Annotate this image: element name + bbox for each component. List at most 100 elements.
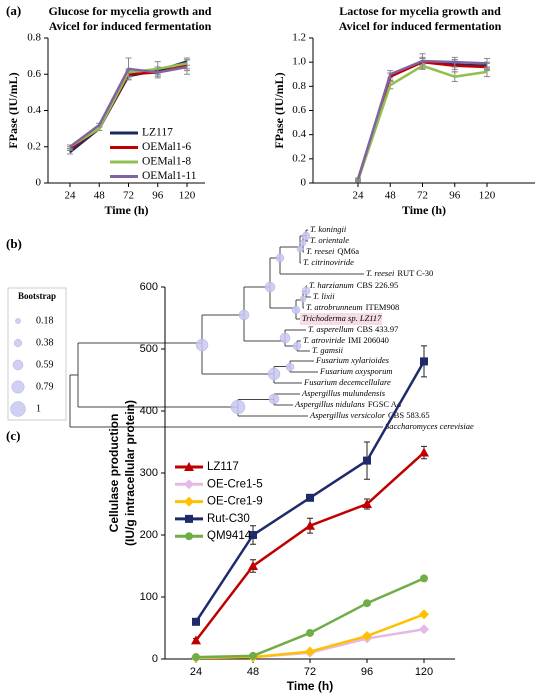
marker — [192, 653, 200, 662]
series-line — [356, 59, 488, 180]
y-tick-label: 0.8 — [292, 80, 306, 92]
y-axis-label: FPase (IU/mL) — [272, 72, 286, 148]
species: T. asperellum — [308, 324, 354, 334]
species: Fusarium xylarioides — [315, 355, 390, 365]
strain: ITEM908 — [366, 302, 400, 312]
leaf-label: T. citrinoviride — [303, 257, 354, 267]
chart-title: Avicel for induced fermentation — [49, 19, 212, 33]
y-tick-label: 0 — [301, 177, 307, 189]
y-tick-label: 100 — [140, 591, 158, 603]
panel-label: (c) — [6, 428, 20, 443]
legend-label: OEMal1-6 — [142, 141, 191, 153]
marker — [185, 532, 193, 541]
x-tick-label: 48 — [385, 190, 397, 202]
species: Saccharomyces cerevisiae — [385, 421, 474, 431]
y-tick-label: 300 — [140, 467, 158, 479]
y-tick-label: 400 — [140, 405, 158, 417]
leaf-label: Saccharomyces cerevisiae — [385, 421, 474, 431]
chart-title: Glucose for mycelia growth and — [49, 4, 212, 18]
chart-title: Avicel for induced fermentation — [339, 19, 502, 33]
bootstrap-size — [13, 338, 23, 348]
leaf-label: T. asperellum CBS 433.97 — [308, 324, 398, 334]
marker — [192, 617, 200, 626]
x-tick-label: 120 — [179, 190, 196, 202]
y-tick-label: 0 — [152, 653, 158, 665]
y-tick-label: 0.2 — [292, 152, 306, 164]
species: T. reesei — [306, 246, 335, 256]
marker — [306, 628, 314, 637]
legend-label: LZ117 — [207, 461, 239, 473]
species: T. koningii — [310, 224, 347, 234]
bootstrap-size — [11, 380, 25, 394]
marker — [420, 357, 428, 366]
x-tick-label: 24 — [353, 190, 365, 202]
series-line — [356, 64, 488, 181]
x-tick-label: 24 — [190, 666, 202, 678]
y-tick-label: 0.8 — [27, 32, 41, 44]
y-tick-label: 1.2 — [292, 32, 306, 44]
species: T. atroviride — [303, 335, 345, 345]
species: Aspergillus mulundensis — [301, 388, 386, 398]
leaf-label: Aspergillus mulundensis — [301, 388, 386, 398]
species: T. citrinoviride — [303, 257, 354, 267]
strain: FGSC A4 — [368, 399, 402, 409]
series-line — [195, 577, 425, 659]
legend-label: OE-Cre1-9 — [207, 496, 263, 508]
leaf-label: T. reesei RUT C-30 — [366, 268, 433, 278]
marker — [305, 646, 315, 657]
chart: 0 100 200 300 400 500 600 24 48 72 96 120 Time (h) Ce… — [107, 281, 455, 693]
x-tick-label: 72 — [304, 666, 316, 678]
x-tick-label: 48 — [94, 190, 106, 202]
x-tick-label: 96 — [361, 666, 373, 678]
bootstrap-label: 0.79 — [36, 381, 54, 392]
species: T. reesei — [366, 268, 395, 278]
marker — [184, 496, 194, 507]
y-axis-label: FPase (IU/mL) — [6, 72, 20, 148]
marker — [185, 514, 193, 523]
marker — [419, 624, 429, 635]
series-line — [69, 65, 188, 148]
y-tick-label: 0.4 — [27, 104, 41, 116]
species: T. lixii — [313, 291, 335, 301]
strain: QM6a — [337, 246, 359, 256]
leaf-label: Trichoderma sp. LZ117 — [302, 313, 382, 323]
legend-label: OEMal1-8 — [142, 156, 191, 168]
bootstrap-label: 0.18 — [36, 315, 54, 326]
leaf-label: T. koningii — [310, 224, 347, 234]
highlight — [300, 313, 382, 325]
bootstrap-size — [15, 318, 21, 324]
bootstrap-label: 0.38 — [36, 337, 54, 348]
marker — [419, 609, 429, 620]
marker — [249, 531, 257, 539]
x-tick-label: 96 — [449, 190, 461, 202]
strain: CBS 583.65 — [388, 410, 430, 420]
species: Aspergillus versicolor — [309, 410, 386, 420]
marker — [362, 631, 372, 642]
legend-label: QM9414 — [207, 530, 252, 542]
y-axis-label: Cellulase production — [107, 414, 121, 533]
marker — [305, 520, 315, 530]
y-tick-label: 600 — [140, 281, 158, 293]
strain: RUT C-30 — [397, 268, 433, 278]
species: T. gamsii — [312, 345, 344, 355]
species: Fusarium oxysporum — [319, 366, 392, 376]
species: T. harzianum — [309, 280, 354, 290]
y-tick-label: 0.6 — [27, 68, 41, 80]
strain: IMI 206040 — [348, 335, 389, 345]
species: T. atrobrunneum — [306, 302, 363, 312]
bootstrap-size — [10, 401, 26, 417]
species: Trichoderma sp. LZ117 — [302, 313, 382, 323]
marker — [419, 447, 429, 457]
marker — [184, 479, 194, 490]
strain: CBS 433.97 — [357, 324, 399, 334]
legend-label: OE-Cre1-5 — [207, 478, 263, 490]
y-tick-label: 0 — [36, 177, 42, 189]
marker — [306, 493, 314, 502]
panel-label: (b) — [6, 236, 22, 251]
leaf-label: Fusarium oxysporum — [319, 366, 392, 376]
legend-title: Bootstrap — [18, 291, 56, 301]
legend-label: OEMal1-11 — [142, 170, 197, 182]
species: T. orientale — [310, 235, 349, 245]
strain: CBS 226.95 — [357, 280, 399, 290]
